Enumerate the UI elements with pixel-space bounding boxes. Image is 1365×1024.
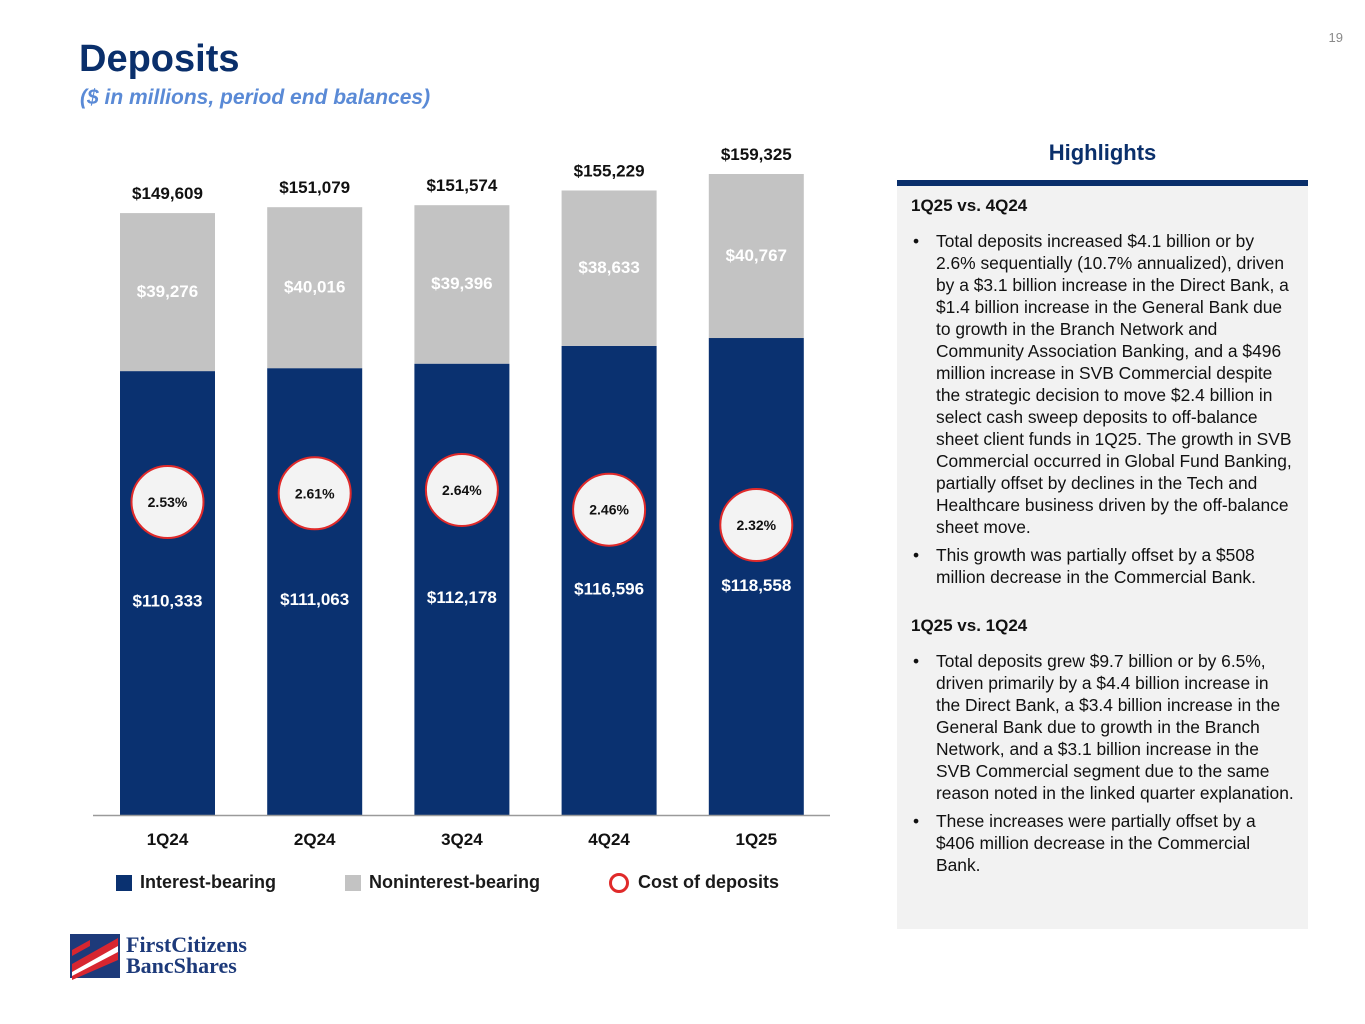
highlights-list-year-over-year: Total deposits grew $9.7 billion or by 6…: [911, 650, 1294, 876]
legend-ring-cost: [609, 872, 629, 893]
noninterest-value-label: $40,767: [726, 246, 787, 265]
interest-value-label: $111,063: [280, 590, 349, 609]
x-axis-tick-label: 1Q24: [147, 830, 189, 849]
cost-of-deposits-marker: [424, 453, 499, 527]
cost-of-deposits-label: 2.64%: [442, 482, 482, 498]
noninterest-value-label: $40,016: [284, 278, 345, 297]
bar-interest-bearing: [708, 338, 804, 815]
legend-interest-bearing: Interest-bearing: [116, 872, 276, 893]
flag-logo-icon: [70, 934, 120, 980]
bar-interest-bearing: [561, 345, 657, 815]
highlight-bullet: Total deposits grew $9.7 billion or by 6…: [911, 650, 1294, 804]
total-label: $159,325: [721, 145, 792, 164]
logo-line-1: FirstCitizens: [126, 932, 247, 957]
interest-value-label: $112,178: [427, 588, 497, 607]
highlights-divider: [897, 180, 1308, 186]
highlights-panel: 1Q25 vs. 4Q24 Total deposits increased $…: [897, 186, 1308, 929]
x-axis-tick-label: 1Q25: [736, 830, 778, 849]
highlight-bullet: These increases were partially offset by…: [911, 810, 1294, 876]
cost-of-deposits-marker: [572, 472, 647, 547]
logo-line-2: BancShares: [126, 953, 237, 978]
deposits-stacked-bar-chart: $149,609 $39,276 $110,333 2.53% 1Q24 $151,079…: [93, 145, 830, 849]
x-axis-tick-label: 2Q24: [294, 830, 336, 849]
bar-noninterest-bearing: [267, 207, 363, 369]
cost-of-deposits-label: 2.46%: [589, 502, 629, 518]
highlight-bullet: This growth was partially offset by a $5…: [911, 544, 1294, 588]
cost-of-deposits-marker: [277, 456, 352, 531]
legend-label-noninterest: Noninterest-bearing: [369, 872, 541, 892]
highlight-bullet: Total deposits increased $4.1 billion or…: [911, 230, 1294, 538]
bar-noninterest-bearing: [708, 174, 804, 339]
total-label: $151,079: [279, 178, 350, 197]
cost-of-deposits-marker: [130, 465, 205, 540]
x-axis-tick-label: 4Q24: [588, 830, 630, 849]
cost-of-deposits-label: 2.32%: [736, 517, 776, 533]
interest-value-label: $118,558: [721, 576, 791, 595]
highlights-list-linked-quarter: Total deposits increased $4.1 billion or…: [911, 230, 1294, 588]
company-logo: FirstCitizens BancShares: [70, 930, 247, 980]
interest-value-label: $116,596: [574, 580, 644, 599]
highlights-heading-year-over-year: 1Q25 vs. 1Q24: [911, 616, 1028, 635]
total-label: $151,574: [426, 176, 497, 195]
x-axis-tick-label: 3Q24: [441, 830, 483, 849]
legend-swatch-interest: [116, 874, 132, 891]
page-number: 19: [1328, 30, 1343, 45]
cost-of-deposits-label: 2.61%: [295, 485, 335, 501]
legend-swatch-noninterest: [345, 874, 361, 891]
legend-noninterest-bearing: Noninterest-bearing: [345, 872, 540, 893]
bar-interest-bearing: [120, 371, 215, 815]
noninterest-value-label: $38,633: [578, 258, 639, 277]
legend-label-interest: Interest-bearing: [140, 872, 277, 892]
page-title: Deposits: [79, 38, 240, 80]
bar-interest-bearing: [414, 363, 510, 815]
bar-interest-bearing: [267, 368, 363, 815]
cost-of-deposits-marker: [719, 488, 794, 562]
total-label: $155,229: [574, 161, 645, 180]
bar-noninterest-bearing: [561, 190, 657, 346]
total-label: $149,609: [132, 184, 203, 203]
highlights-title: Highlights: [1048, 140, 1157, 165]
cost-of-deposits-label: 2.53%: [148, 494, 188, 510]
bar-noninterest-bearing: [414, 205, 510, 364]
logo-wordmark: FirstCitizens BancShares: [126, 932, 247, 978]
noninterest-value-label: $39,276: [137, 282, 198, 301]
interest-value-label: $110,333: [133, 591, 203, 610]
highlights-heading-linked-quarter: 1Q25 vs. 4Q24: [911, 196, 1028, 215]
legend-label-cost: Cost of deposits: [638, 872, 780, 892]
page-subtitle: ($ in millions, period end balances): [80, 86, 431, 109]
legend-cost-of-deposits: Cost of deposits: [609, 872, 779, 893]
noninterest-value-label: $39,396: [431, 274, 492, 293]
bar-noninterest-bearing: [120, 213, 215, 372]
